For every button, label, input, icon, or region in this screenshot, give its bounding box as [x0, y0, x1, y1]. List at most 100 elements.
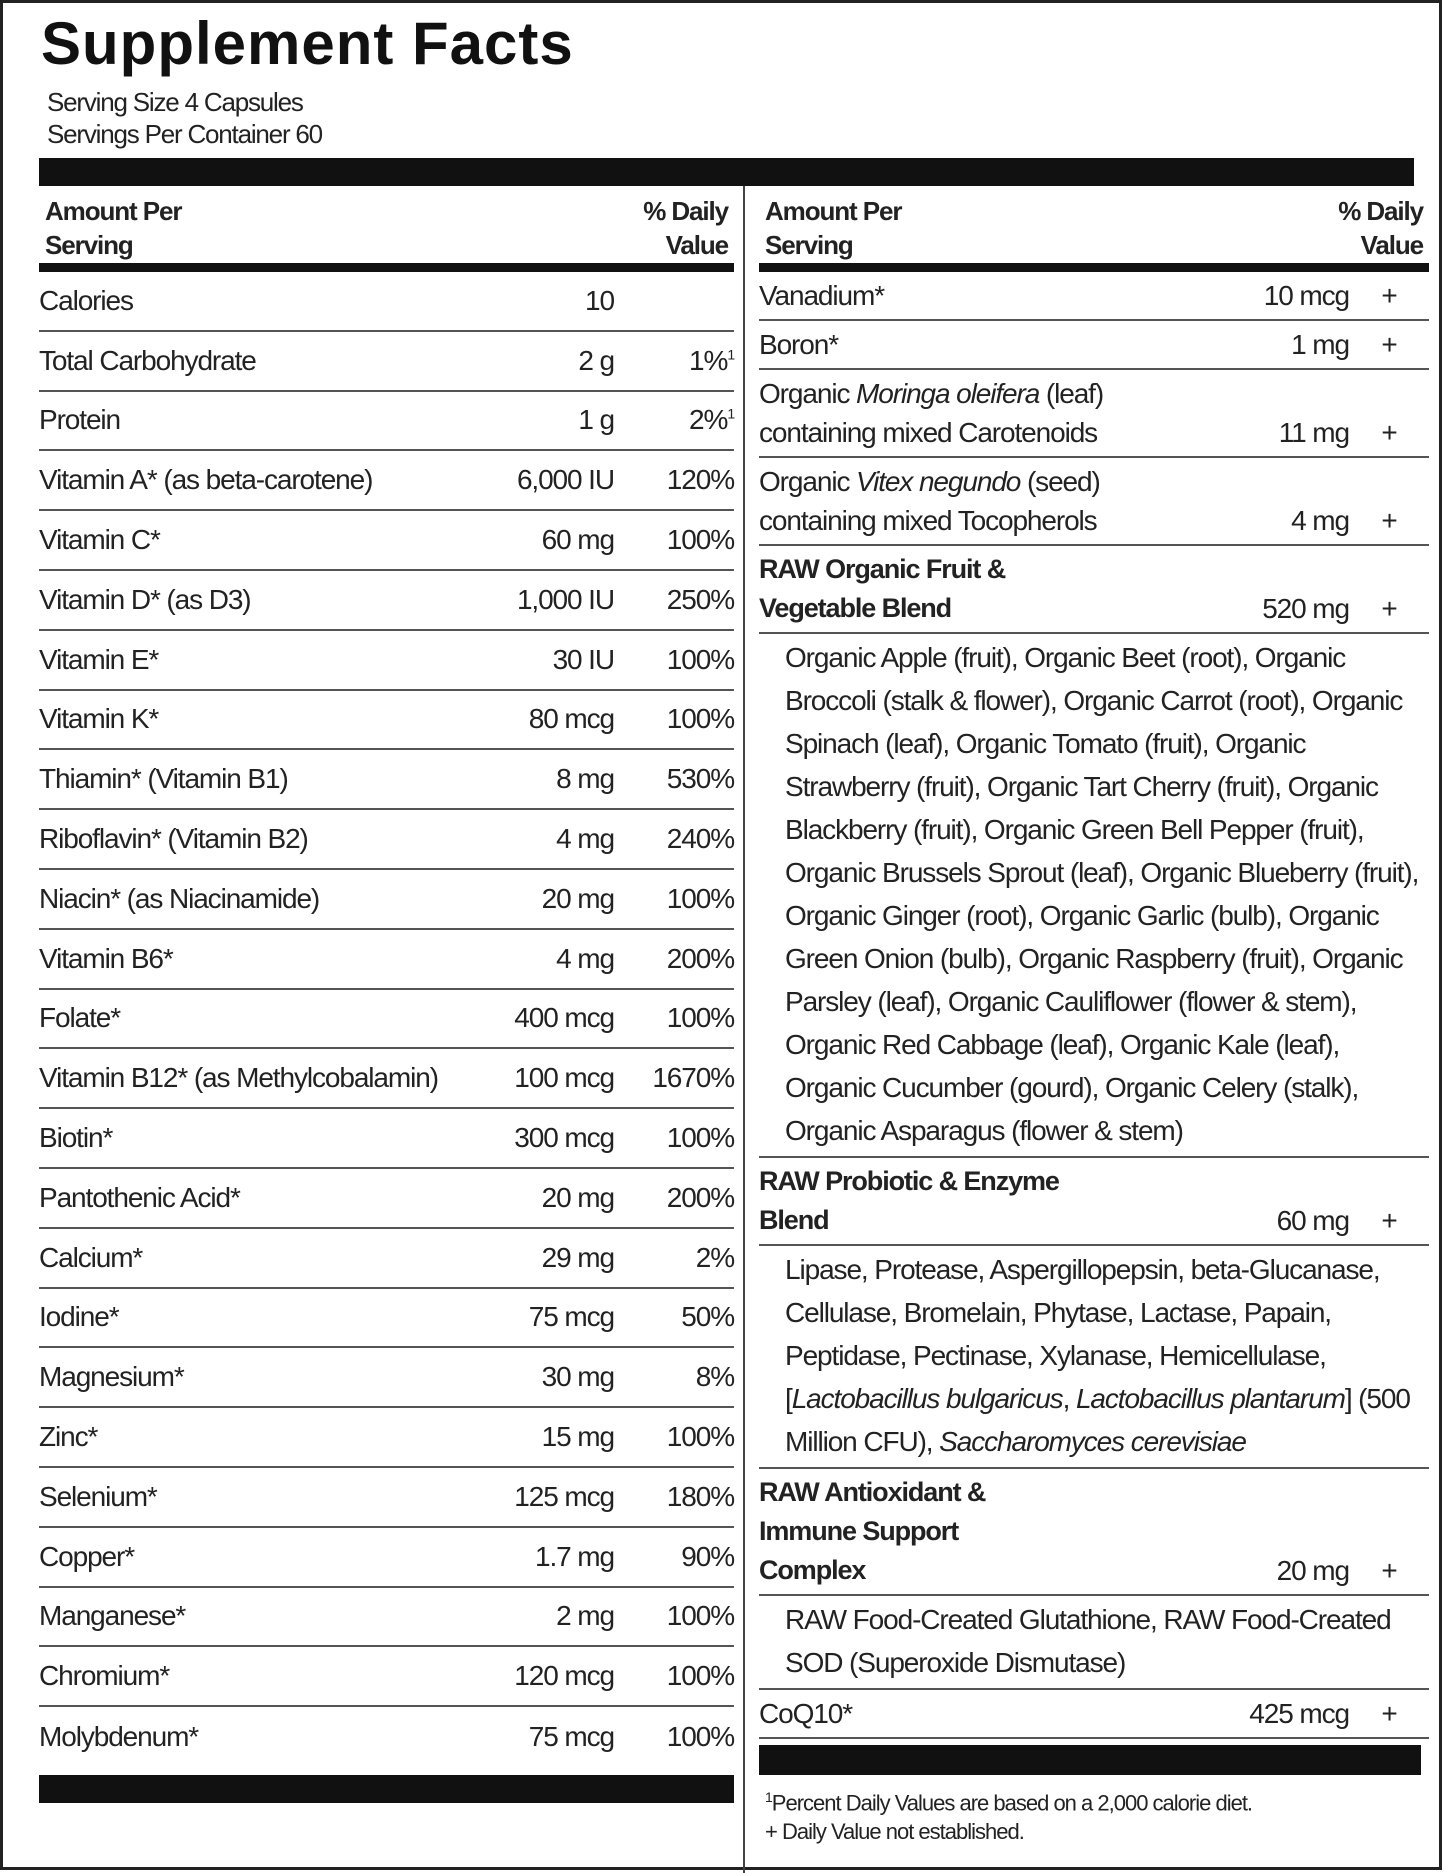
footnote: 1Percent Daily Values are based on a 2,0… — [765, 1789, 1253, 1816]
daily-value: 100% — [666, 1421, 735, 1453]
nutrient-name: Protein — [39, 404, 121, 436]
daily-value: 100% — [666, 1002, 735, 1034]
amount: 6,000 IU — [516, 464, 615, 496]
nutrient-row: Vitamin E* 30 IU 100% — [39, 631, 735, 691]
nutrient-row: Copper* 1.7 mg 90% — [39, 1528, 735, 1588]
daily-value: 200% — [666, 1181, 735, 1213]
daily-value: 8% — [695, 1361, 735, 1393]
right-column: Amount Per Serving % Daily Value Vanadium*… — [759, 194, 1429, 1739]
ingredient-row: CoQ10* 425 mcg + — [759, 1690, 1429, 1739]
amount: 29 mg — [541, 1241, 615, 1273]
daily-value: 100% — [666, 1600, 735, 1632]
dv-header: % Daily Value — [1338, 196, 1424, 260]
text-segment: RAW Organic Fruit & Vegetable Blend — [759, 554, 1006, 623]
nutrient-row: Vitamin C* 60 mg 100% — [39, 511, 735, 571]
ingredient-row: Organic Vitex negundo (seed) containing … — [759, 458, 1429, 546]
nutrient-row: Magnesium* 30 mg 8% — [39, 1348, 735, 1409]
daily-value: 100% — [666, 1122, 735, 1154]
text-segment: Organic — [759, 466, 857, 497]
amount-header: Amount Per Serving — [45, 196, 182, 260]
amount: 11 mg — [1278, 417, 1350, 448]
nutrient-row: Calcium* 29 mg 2% — [39, 1229, 735, 1289]
nutrient-row: Biotin* 300 mcg 100% — [39, 1109, 735, 1169]
text-segment: Vitex negundo — [856, 466, 1021, 497]
nutrient-row: Protein 1 g 2%1 — [39, 392, 735, 452]
nutrient-name: Manganese* — [39, 1600, 186, 1632]
blend-ingredients: Lipase, Protease, Aspergillopepsin, beta… — [759, 1246, 1429, 1469]
left-bottom-rule — [39, 1775, 734, 1803]
blend-ingredients: Organic Apple (fruit), Organic Beet (roo… — [759, 634, 1429, 1158]
amount: 125 mcg — [514, 1480, 615, 1512]
amount: 4 mg — [556, 823, 615, 855]
daily-value: 100% — [666, 882, 735, 914]
amount: 75 mcg — [528, 1721, 615, 1753]
nutrient-name: Calories — [39, 284, 134, 316]
nutrient-name: Calcium* — [39, 1241, 143, 1273]
nutrient-row: Iodine* 75 mcg 50% — [39, 1289, 735, 1349]
nutrient-row: Vitamin B6* 4 mg 200% — [39, 930, 735, 990]
text-segment: ] (500 Million CFU), — [785, 1383, 1411, 1457]
daily-value: 100% — [666, 524, 735, 556]
amount: 15 mg — [541, 1421, 615, 1453]
column-divider — [743, 186, 745, 1873]
amount: 300 mcg — [514, 1122, 615, 1154]
daily-value: + — [1381, 1205, 1397, 1236]
nutrient-name: Copper* — [39, 1540, 135, 1572]
nutrient-row: Vitamin D* (as D3) 1,000 IU 250% — [39, 571, 735, 631]
text-segment: RAW Food-Created Glutathione, RAW Food-C… — [785, 1604, 1392, 1678]
nutrient-name: Thiamin* (Vitamin B1) — [39, 763, 289, 795]
nutrient-name: Vitamin K* — [39, 703, 159, 735]
nutrient-name: Total Carbohydrate — [39, 344, 257, 376]
text-segment: Organic Apple (fruit), Organic Beet (roo… — [785, 642, 1419, 1146]
daily-value: 2% — [695, 1241, 735, 1273]
nutrient-row: Selenium* 125 mcg 180% — [39, 1468, 735, 1528]
footnote-mark: 1 — [765, 1789, 773, 1805]
amount: 30 mg — [541, 1361, 615, 1393]
nutrient-name: Selenium* — [39, 1480, 158, 1512]
servings-per-container: Servings Per Container 60 — [47, 119, 323, 149]
amount: 400 mcg — [514, 1002, 615, 1034]
amount-header: Amount Per Serving — [765, 196, 902, 260]
nutrient-row: Manganese* 2 mg 100% — [39, 1588, 735, 1648]
ingredient-row: RAW Antioxidant & Immune Support Complex… — [759, 1469, 1429, 1596]
daily-value: 250% — [666, 583, 735, 615]
text-segment: (seed) containing mixed Tocopherols — [759, 466, 1101, 536]
ingredient-name: CoQ10* — [759, 1694, 1189, 1733]
amount: 2 mg — [556, 1600, 615, 1632]
footnote-mark: 1 — [727, 346, 735, 363]
nutrient-name: Zinc* — [39, 1421, 98, 1453]
ingredient-name: Organic Vitex negundo (seed) containing … — [759, 462, 1189, 540]
daily-value: 100% — [666, 1721, 735, 1753]
amount: 20 mg — [541, 1181, 615, 1213]
ingredient-name: RAW Antioxidant & Immune Support Complex — [759, 1473, 1079, 1590]
ingredient-row: Boron* 1 mg + — [759, 321, 1429, 370]
nutrient-name: Vitamin E* — [39, 643, 159, 675]
amount: 10 mcg — [1263, 280, 1350, 311]
amount: 520 mg — [1262, 593, 1350, 624]
amount: 8 mg — [556, 763, 615, 795]
nutrient-row: Riboflavin* (Vitamin B2) 4 mg 240% — [39, 810, 735, 870]
nutrient-name: Vitamin B6* — [39, 942, 174, 974]
daily-value: + — [1381, 1555, 1397, 1586]
daily-value: + — [1381, 280, 1397, 311]
daily-value: 2%1 — [689, 404, 735, 436]
text-segment: RAW Probiotic & Enzyme Blend — [759, 1166, 1060, 1235]
nutrient-name: Molybdenum* — [39, 1721, 199, 1753]
text-segment: Organic — [759, 378, 857, 409]
ingredient-name: Organic Moringa oleifera (leaf) containi… — [759, 374, 1189, 452]
left-column: Amount Per Serving % Daily Value Calories 1… — [39, 194, 735, 1767]
amount: 1 g — [578, 404, 615, 436]
text-segment: CoQ10* — [759, 1698, 853, 1729]
ingredient-name: RAW Probiotic & Enzyme Blend — [759, 1162, 1079, 1240]
ingredient-row: RAW Organic Fruit & Vegetable Blend 520 m… — [759, 546, 1429, 634]
ingredient-name: Boron* — [759, 325, 1189, 364]
nutrient-name: Iodine* — [39, 1301, 120, 1333]
daily-value: 90% — [681, 1540, 735, 1572]
blend-ingredients: RAW Food-Created Glutathione, RAW Food-C… — [759, 1596, 1429, 1690]
amount: 120 mcg — [514, 1660, 615, 1692]
nutrient-name: Chromium* — [39, 1660, 170, 1692]
amount: 2 g — [578, 344, 615, 376]
daily-value: + — [1381, 329, 1397, 360]
text-segment: Boron* — [759, 329, 839, 360]
footnote-text: Percent Daily Values are based on a 2,00… — [771, 1790, 1253, 1816]
